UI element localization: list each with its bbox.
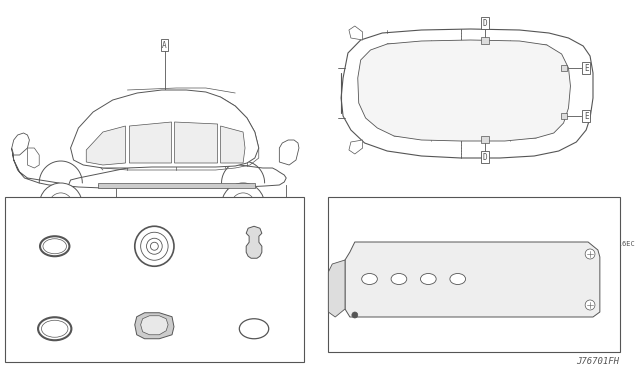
- Text: C: C: [225, 201, 230, 209]
- Circle shape: [141, 232, 168, 260]
- Polygon shape: [279, 140, 299, 165]
- Text: E: E: [584, 64, 588, 73]
- Ellipse shape: [362, 273, 378, 285]
- Text: D: D: [483, 153, 488, 161]
- Text: D: D: [10, 286, 15, 295]
- Circle shape: [221, 183, 265, 227]
- Polygon shape: [358, 40, 570, 141]
- Polygon shape: [70, 90, 259, 168]
- Ellipse shape: [38, 317, 72, 340]
- Text: F: F: [209, 286, 214, 295]
- Ellipse shape: [450, 273, 465, 285]
- Circle shape: [135, 226, 174, 266]
- Text: 96116E: 96116E: [120, 204, 146, 210]
- Polygon shape: [86, 126, 125, 165]
- Polygon shape: [349, 140, 363, 154]
- Text: F: F: [284, 201, 289, 209]
- Polygon shape: [28, 148, 39, 168]
- Polygon shape: [341, 29, 593, 158]
- Text: (79110): (79110): [374, 259, 404, 265]
- Text: E: E: [584, 112, 588, 121]
- Ellipse shape: [420, 273, 436, 285]
- Bar: [481, 136, 489, 143]
- Text: 76861P: 76861P: [220, 286, 245, 292]
- Text: SEC.790: SEC.790: [374, 249, 404, 255]
- Ellipse shape: [239, 319, 269, 339]
- Bar: [481, 37, 489, 44]
- Circle shape: [231, 193, 255, 217]
- Polygon shape: [328, 260, 345, 317]
- Text: A: A: [163, 41, 167, 49]
- Text: B: B: [113, 201, 118, 209]
- Bar: [561, 65, 566, 71]
- Text: B: B: [109, 204, 114, 213]
- Polygon shape: [12, 148, 286, 188]
- Text: 64B91: 64B91: [20, 204, 42, 210]
- Circle shape: [49, 193, 72, 217]
- Text: 96116EC: 96116EC: [605, 241, 636, 247]
- Text: C: C: [209, 204, 214, 213]
- Circle shape: [585, 300, 595, 310]
- Polygon shape: [141, 316, 168, 335]
- Text: A: A: [10, 204, 15, 213]
- Bar: [5, 197, 304, 362]
- Polygon shape: [98, 183, 255, 188]
- Ellipse shape: [40, 236, 69, 256]
- Text: E: E: [109, 286, 114, 295]
- Ellipse shape: [43, 239, 67, 254]
- Polygon shape: [129, 122, 172, 163]
- Text: 76630DB: 76630DB: [20, 286, 51, 292]
- Text: 76630DA: 76630DA: [120, 286, 150, 292]
- Polygon shape: [349, 26, 363, 40]
- Polygon shape: [345, 242, 600, 317]
- Bar: [561, 113, 566, 119]
- Circle shape: [39, 183, 83, 227]
- Text: 96116EA: 96116EA: [378, 320, 407, 326]
- Text: J76701FH: J76701FH: [577, 357, 620, 366]
- Polygon shape: [175, 122, 218, 163]
- Bar: [328, 197, 620, 352]
- Polygon shape: [246, 226, 262, 258]
- Polygon shape: [221, 126, 245, 163]
- Circle shape: [150, 242, 158, 250]
- Circle shape: [147, 238, 162, 254]
- Circle shape: [585, 249, 595, 259]
- Text: D: D: [483, 19, 488, 28]
- Ellipse shape: [391, 273, 407, 285]
- Circle shape: [352, 312, 358, 318]
- Polygon shape: [135, 313, 174, 339]
- Polygon shape: [12, 133, 29, 155]
- Ellipse shape: [42, 320, 68, 337]
- Text: 76861F: 76861F: [220, 204, 245, 210]
